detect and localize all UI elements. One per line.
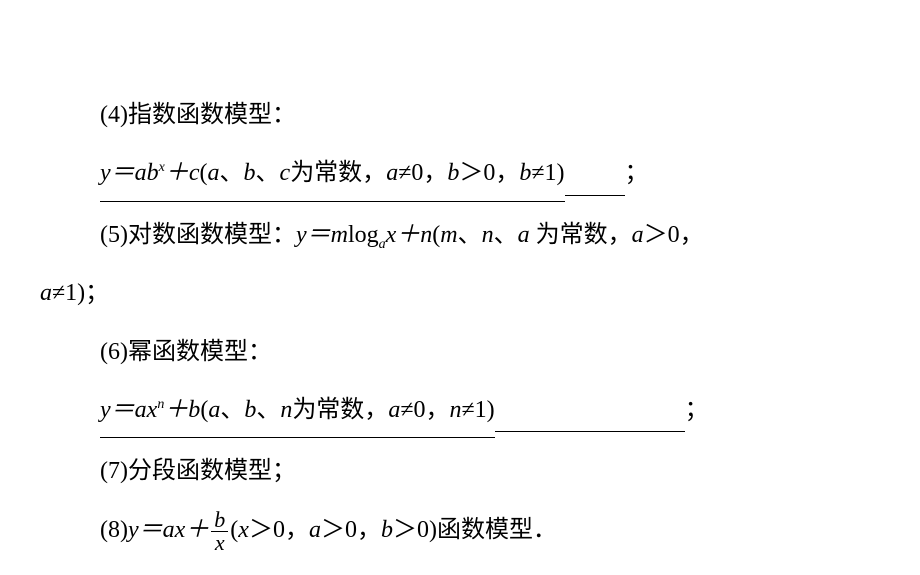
item5-paren-end: a≠1)； — [40, 280, 109, 306]
item6-label-text: (6)幂函数模型： — [100, 339, 272, 365]
item5-log: log — [348, 222, 379, 248]
item5-line: (5)对数函数模型：y＝mlogax＋n(m、n、a 为常数，a＞0， — [40, 210, 880, 260]
item4-formula-line: y＝abx＋c(a、b、c为常数，a≠0，b＞0，b≠1) ； — [40, 148, 880, 201]
item8-label-prefix: (8) — [100, 517, 128, 543]
item4-label: (4)指数函数模型： — [40, 90, 880, 140]
item8-formula-prefix: y＝ax＋ — [128, 517, 209, 543]
item5-paren-start: (m、n、a 为常数，a＞0， — [432, 222, 703, 248]
item6-label: (6)幂函数模型： — [40, 327, 880, 377]
item7-line: (7)分段函数模型； — [40, 446, 880, 496]
item6-paren: (a、b、n为常数，a≠0，n≠1) — [200, 397, 494, 423]
item8-frac-num: b — [211, 509, 228, 532]
item4-formula-underline: y＝abx＋c(a、b、c为常数，a≠0，b＞0，b≠1) — [100, 148, 565, 201]
item4-formula-mid: ＋c — [165, 160, 200, 186]
item5-formula-mid: x＋n — [386, 222, 433, 248]
item5-line2: a≠1)； — [40, 268, 880, 318]
item4-formula-prefix: y＝ab — [100, 160, 159, 186]
item7-label: (7)分段函数模型； — [100, 458, 296, 484]
item8-fraction: bx — [211, 509, 228, 554]
item6-suffix: ； — [685, 397, 709, 423]
item5-label: (5)对数函数模型： — [100, 222, 296, 248]
document-content: (4)指数函数模型： y＝abx＋c(a、b、c为常数，a≠0，b＞0，b≠1)… — [40, 90, 880, 555]
item4-fill — [565, 195, 625, 196]
item5-log-base: a — [379, 237, 386, 252]
item8-line: (8)y＝ax＋bx(x＞0，a＞0，b＞0)函数模型． — [40, 505, 880, 555]
item6-formula-underline: y＝axn＋b(a、b、n为常数，a≠0，n≠1) — [100, 385, 495, 438]
item4-label-text: (4)指数函数模型： — [100, 102, 296, 128]
item4-paren: (a、b、c为常数，a≠0，b＞0，b≠1) — [200, 160, 565, 186]
item8-paren: (x＞0，a＞0，b＞0)函数模型． — [230, 517, 557, 543]
item6-formula-prefix: y＝ax — [100, 397, 157, 423]
item8-frac-den: x — [211, 532, 228, 554]
item4-suffix: ； — [625, 160, 649, 186]
item5-formula-prefix: y＝m — [296, 222, 348, 248]
item6-fill — [495, 431, 685, 432]
item6-formula-line: y＝axn＋b(a、b、n为常数，a≠0，n≠1) ； — [40, 385, 880, 438]
item6-formula-mid: ＋b — [164, 397, 200, 423]
